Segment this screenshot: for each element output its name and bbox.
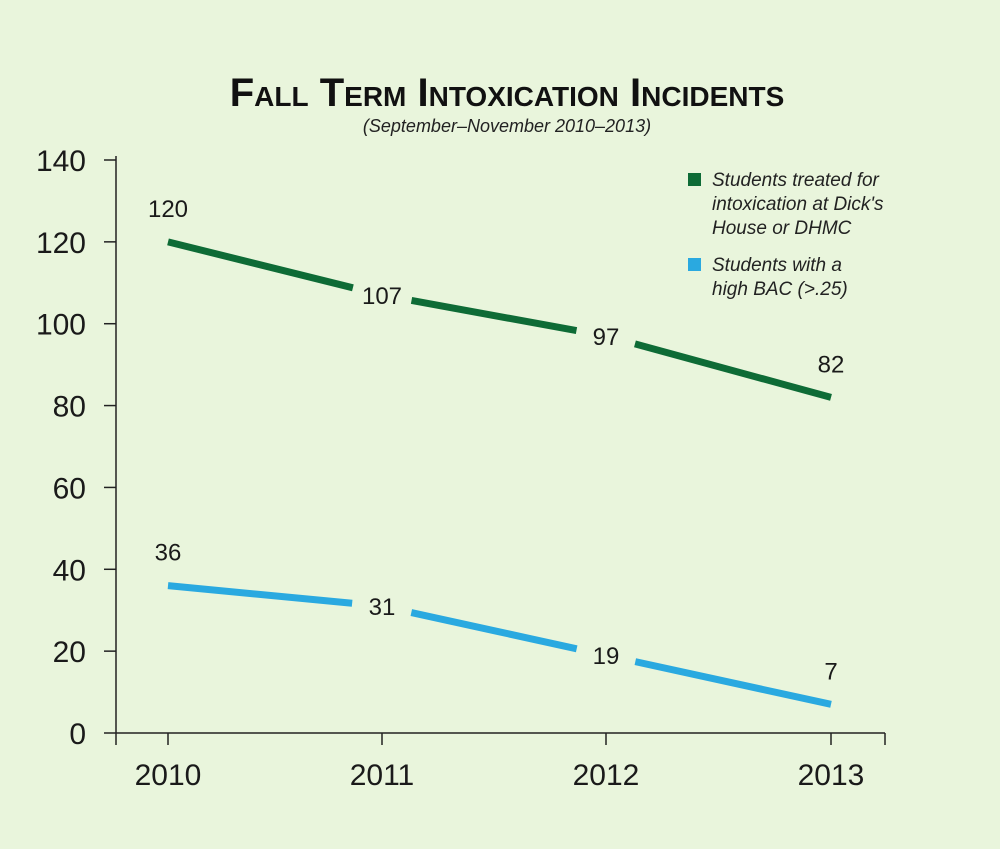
series-line-segment (167, 238, 354, 292)
series-line-segment (167, 582, 353, 607)
legend-swatch-2 (688, 258, 701, 271)
y-tick-label: 20 (53, 636, 86, 669)
y-tick-label: 40 (53, 554, 86, 587)
y-tick-label: 60 (53, 472, 86, 505)
series-line-segment (410, 609, 578, 653)
legend-label-1: House or DHMC (712, 218, 852, 239)
series-layer: 120 107 97 82 36 31 19 7 (148, 196, 845, 708)
data-label: 7 (824, 658, 837, 685)
axes: 0 20 40 60 80 100 120 140 2010 2011 2012 2013 (36, 145, 886, 792)
data-label: 19 (593, 643, 620, 670)
x-tick-label: 2013 (798, 759, 865, 792)
legend-swatch-1 (688, 173, 701, 186)
series-line-segment (410, 297, 578, 335)
y-tick-label: 140 (36, 145, 86, 178)
series-1: 120 107 97 82 (148, 196, 845, 401)
legend-label-2: high BAC (>.25) (712, 279, 848, 300)
legend-label-2: Students with a (712, 255, 842, 276)
y-tick-label: 100 (36, 309, 86, 342)
chart-subtitle: (September–November 2010–2013) (363, 116, 651, 136)
series-2: 36 31 19 7 (155, 540, 838, 708)
series-line-segment (634, 658, 832, 708)
x-tick-label: 2012 (573, 759, 640, 792)
data-label: 120 (148, 196, 188, 223)
legend: Students treated for intoxication at Dick… (688, 170, 884, 300)
legend-label-1: Students treated for (712, 170, 880, 191)
y-tick-label: 0 (69, 718, 86, 751)
chart-title: Fall Term Intoxication Incidents (230, 71, 785, 115)
y-tick-label: 120 (36, 227, 86, 260)
data-label: 36 (155, 540, 182, 567)
series-line-segment (634, 340, 832, 401)
data-label: 82 (818, 351, 845, 378)
data-label: 97 (593, 324, 620, 351)
data-label: 31 (369, 594, 396, 621)
x-tick-label: 2010 (135, 759, 202, 792)
data-label: 107 (362, 283, 402, 310)
x-tick-label: 2011 (350, 759, 415, 792)
y-tick-label: 80 (53, 391, 86, 424)
legend-label-1: intoxication at Dick's (712, 194, 884, 215)
